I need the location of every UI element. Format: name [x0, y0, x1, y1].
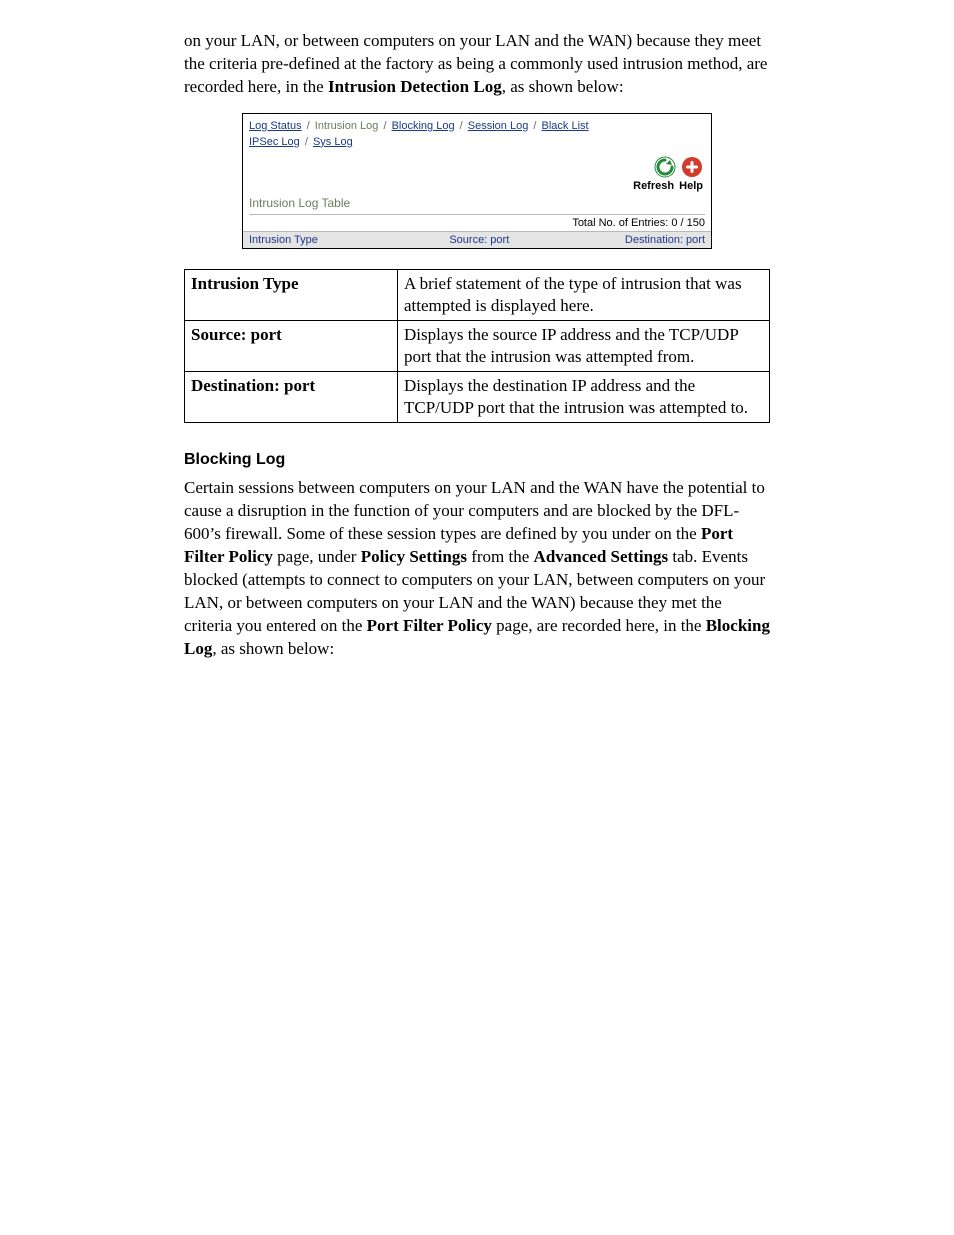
def-val: A brief statement of the type of intrusi…	[398, 269, 770, 320]
bp-f: Advanced Settings	[534, 547, 669, 566]
entries-count: Total No. of Entries: 0 / 150	[249, 217, 705, 229]
blocking-log-heading: Blocking Log	[184, 451, 770, 469]
def-val: Displays the destination IP address and …	[398, 372, 770, 423]
intrusion-log-panel: Log Status / Intrusion Log / Blocking Lo…	[242, 113, 712, 249]
link-black-list[interactable]: Black List	[542, 120, 589, 132]
nav-sep: /	[533, 120, 536, 132]
col-destination-port: Destination: port	[555, 234, 705, 246]
col-intrusion-type: Intrusion Type	[249, 234, 404, 246]
nav-row-1: Log Status / Intrusion Log / Blocking Lo…	[249, 120, 705, 132]
refresh-icon[interactable]	[652, 161, 679, 173]
nav-sep: /	[307, 120, 310, 132]
link-session-log[interactable]: Session Log	[468, 120, 529, 132]
help-icon[interactable]	[679, 161, 703, 173]
bp-c: page, under	[273, 547, 361, 566]
table-row: Destination: port Displays the destinati…	[185, 372, 770, 423]
def-val: Displays the source IP address and the T…	[398, 321, 770, 372]
link-intrusion-log: Intrusion Log	[315, 120, 379, 132]
blocking-paragraph: Certain sessions between computers on yo…	[184, 477, 770, 661]
icon-labels: Refresh Help	[249, 180, 705, 192]
link-sys-log[interactable]: Sys Log	[313, 136, 353, 148]
def-key: Source: port	[185, 321, 398, 372]
nav-sep: /	[383, 120, 386, 132]
nav-sep: /	[305, 136, 308, 148]
definition-table: Intrusion Type A brief statement of the …	[184, 269, 770, 424]
bp-d: Policy Settings	[361, 547, 467, 566]
intro-bold: Intrusion Detection Log	[328, 77, 502, 96]
bp-k: , as shown below:	[212, 639, 334, 658]
bp-h: Port Filter Policy	[367, 616, 492, 635]
def-key: Intrusion Type	[185, 269, 398, 320]
divider	[249, 214, 705, 215]
bp-i: page, are recorded here, in the	[492, 616, 706, 635]
link-ipsec-log[interactable]: IPSec Log	[249, 136, 300, 148]
bp-e: from the	[467, 547, 534, 566]
table-title: Intrusion Log Table	[249, 196, 705, 210]
intro-post: , as shown below:	[502, 77, 624, 96]
icon-row	[249, 156, 705, 178]
nav-row-2: IPSec Log / Sys Log	[249, 136, 705, 148]
help-label: Help	[679, 180, 703, 192]
bp-a: Certain sessions between computers on yo…	[184, 478, 765, 543]
table-row: Intrusion Type A brief statement of the …	[185, 269, 770, 320]
def-key: Destination: port	[185, 372, 398, 423]
link-blocking-log[interactable]: Blocking Log	[392, 120, 455, 132]
table-header-row: Intrusion Type Source: port Destination:…	[243, 231, 711, 248]
intro-paragraph: on your LAN, or between computers on you…	[184, 30, 770, 99]
link-log-status[interactable]: Log Status	[249, 120, 302, 132]
col-source-port: Source: port	[404, 234, 554, 246]
table-row: Source: port Displays the source IP addr…	[185, 321, 770, 372]
refresh-label: Refresh	[633, 180, 674, 192]
nav-sep: /	[460, 120, 463, 132]
